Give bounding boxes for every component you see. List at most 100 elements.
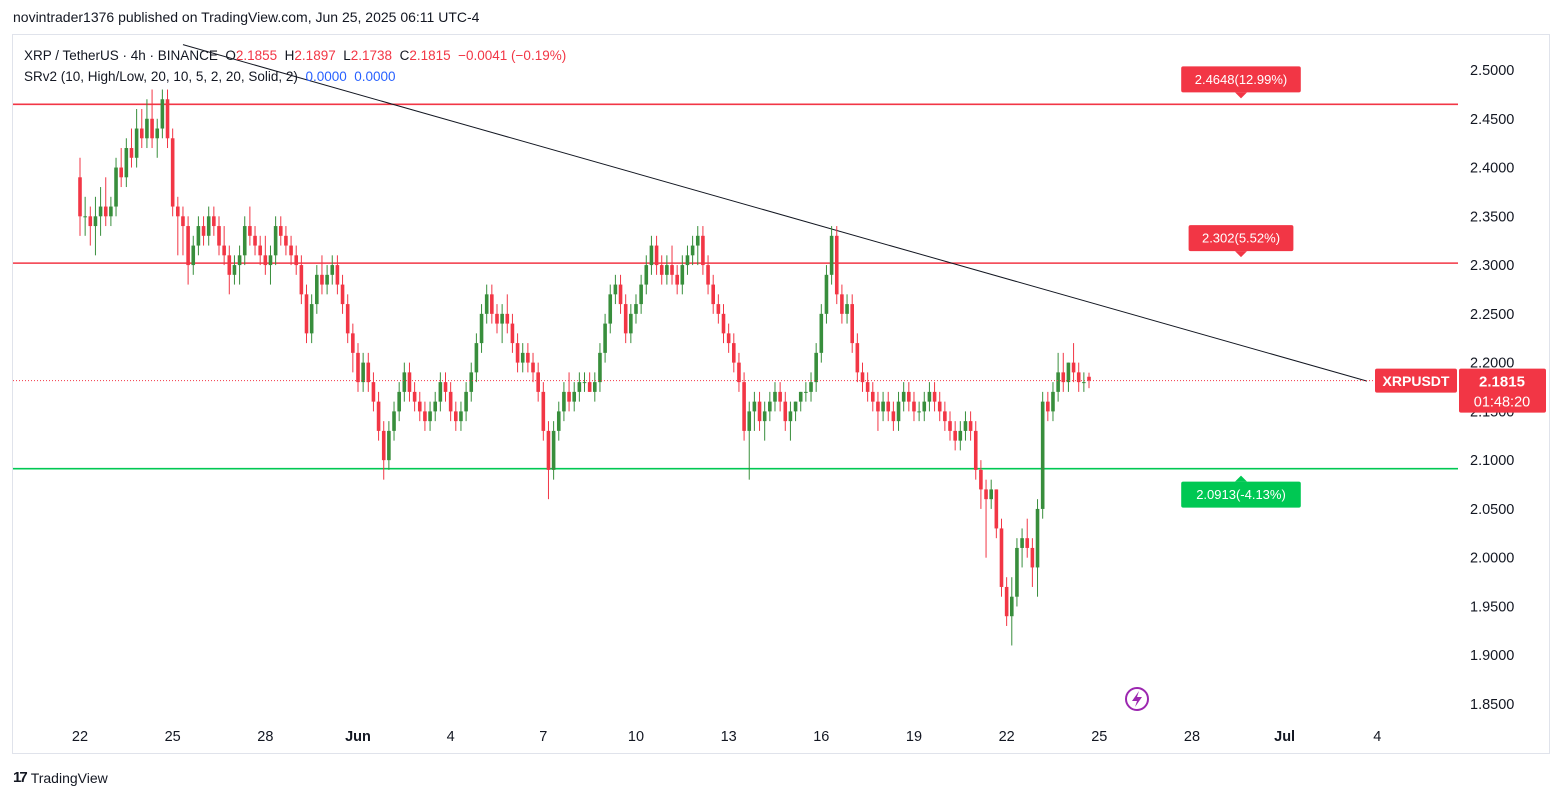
descending-trendline bbox=[182, 44, 1368, 382]
candle bbox=[217, 216, 221, 256]
candle bbox=[237, 245, 242, 285]
candle-body bbox=[299, 265, 304, 295]
candle bbox=[752, 391, 757, 431]
candle bbox=[407, 362, 412, 402]
candle bbox=[464, 382, 468, 422]
candle bbox=[1066, 362, 1071, 392]
candle bbox=[423, 401, 427, 431]
candle-body bbox=[201, 226, 206, 236]
candle-body bbox=[165, 99, 170, 139]
candle-body bbox=[448, 391, 453, 412]
symbol-legend-row[interactable]: XRP / TetherUS · 4h · BINANCE O2.1855 H2… bbox=[24, 45, 566, 66]
candle-body bbox=[958, 430, 963, 441]
candle-body bbox=[258, 245, 262, 256]
candle bbox=[865, 372, 870, 402]
candle bbox=[119, 148, 123, 188]
candle-body bbox=[613, 284, 618, 295]
candle bbox=[402, 362, 407, 402]
candle-body bbox=[531, 362, 535, 373]
candle bbox=[999, 518, 1004, 597]
candle-body bbox=[711, 284, 716, 305]
resistance-lower-tag-label: 2.302(5.52%) bbox=[1202, 231, 1280, 246]
candle-body bbox=[78, 177, 82, 217]
candle bbox=[145, 99, 149, 149]
candle bbox=[191, 235, 196, 275]
candle-body bbox=[335, 265, 340, 285]
candle-body bbox=[412, 391, 417, 402]
candle bbox=[778, 382, 782, 412]
candle bbox=[907, 382, 911, 412]
candle-body bbox=[701, 235, 705, 266]
candle bbox=[438, 372, 443, 412]
candle bbox=[165, 89, 170, 149]
candle bbox=[737, 352, 741, 392]
candle-body bbox=[654, 245, 659, 266]
candle bbox=[160, 89, 165, 139]
last-price-layer: XRPUSDT 2.1815 01:48:20 bbox=[13, 368, 1546, 413]
candle-body bbox=[608, 294, 613, 324]
candle-body bbox=[459, 411, 463, 422]
candle-body bbox=[417, 401, 422, 412]
candle bbox=[479, 304, 484, 353]
candle bbox=[690, 235, 695, 266]
candle bbox=[320, 255, 324, 295]
candle bbox=[994, 489, 999, 539]
candle-body bbox=[994, 489, 999, 529]
candle bbox=[618, 274, 623, 314]
bar-countdown: 01:48:20 bbox=[1474, 395, 1530, 411]
candle-body bbox=[345, 304, 350, 334]
candle bbox=[546, 421, 551, 500]
candle-body bbox=[917, 411, 921, 413]
candle bbox=[788, 401, 793, 441]
candle bbox=[495, 304, 499, 334]
lightning-icon[interactable] bbox=[1125, 687, 1149, 711]
time-tick-label: 16 bbox=[813, 729, 829, 745]
candle bbox=[860, 362, 865, 392]
indicator-value-2: 0.0000 bbox=[354, 69, 396, 84]
candle-body bbox=[263, 255, 268, 266]
candle bbox=[587, 372, 592, 392]
lightning-icon-ring bbox=[1125, 687, 1149, 711]
candle-body bbox=[773, 391, 777, 402]
candle-body bbox=[500, 313, 504, 324]
chart-frame bbox=[12, 34, 1550, 754]
symbol-price-tag bbox=[1375, 368, 1457, 393]
indicator-value-1: 0.0000 bbox=[305, 69, 347, 84]
candle bbox=[567, 372, 571, 412]
support-tag-label: 2.0913(-4.13%) bbox=[1196, 487, 1286, 502]
candle bbox=[562, 382, 566, 422]
candle-body bbox=[840, 294, 844, 314]
candle bbox=[371, 372, 376, 412]
candle bbox=[886, 391, 891, 422]
candle-body bbox=[1020, 538, 1024, 548]
tradingview-footer[interactable]: 17 TradingView bbox=[13, 769, 108, 786]
candle-body bbox=[546, 430, 551, 470]
candle-body bbox=[526, 352, 530, 363]
candle-body bbox=[834, 235, 839, 295]
events-layer bbox=[1125, 687, 1149, 711]
candle-body bbox=[278, 226, 283, 236]
candle-body bbox=[407, 372, 412, 392]
candle bbox=[315, 265, 319, 314]
candle bbox=[731, 333, 736, 373]
candle bbox=[665, 255, 669, 285]
candle-body bbox=[495, 313, 499, 324]
candle bbox=[526, 343, 530, 373]
candle bbox=[654, 235, 659, 275]
candle bbox=[531, 352, 535, 383]
candle-body bbox=[160, 99, 165, 129]
candle-body bbox=[999, 528, 1004, 587]
candle bbox=[258, 235, 262, 266]
candle-body bbox=[850, 304, 854, 344]
indicator-legend-row[interactable]: SRv2 (10, High/Low, 20, 10, 5, 2, 20, So… bbox=[24, 66, 566, 87]
candle-body bbox=[397, 391, 401, 412]
candle bbox=[222, 226, 226, 266]
candle-body bbox=[1046, 401, 1050, 412]
candle-body bbox=[907, 391, 911, 402]
candle bbox=[392, 401, 396, 441]
support-tag-arrow bbox=[1235, 475, 1247, 482]
candle-body bbox=[912, 401, 916, 412]
candle-body bbox=[237, 255, 242, 266]
candle-body bbox=[134, 128, 139, 158]
